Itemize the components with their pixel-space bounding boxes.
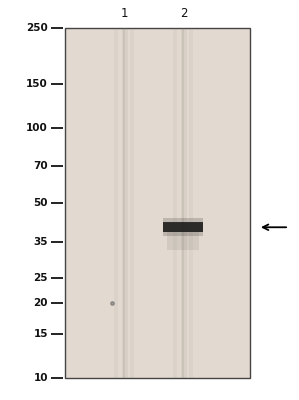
Bar [114, 28, 118, 378]
Bar [163, 218, 203, 222]
Bar [189, 28, 193, 378]
Bar [130, 28, 134, 378]
Bar [173, 28, 177, 378]
Text: 250: 250 [26, 23, 48, 33]
Text: 70: 70 [33, 162, 48, 172]
Bar [167, 232, 199, 250]
Text: 1: 1 [120, 7, 128, 20]
Text: 2: 2 [180, 7, 187, 20]
Text: 25: 25 [33, 273, 48, 283]
Bar [65, 28, 250, 378]
Text: 150: 150 [26, 78, 48, 88]
Text: 50: 50 [33, 198, 48, 208]
Text: 35: 35 [33, 237, 48, 247]
Bar [181, 28, 187, 378]
Text: 20: 20 [33, 298, 48, 308]
Bar [122, 28, 128, 378]
Bar [182, 28, 184, 378]
Bar [123, 28, 125, 378]
Bar [163, 232, 203, 236]
Bar [163, 223, 203, 232]
Text: 10: 10 [33, 373, 48, 383]
Bar [163, 222, 203, 232]
Text: 15: 15 [33, 329, 48, 339]
Text: 100: 100 [26, 123, 48, 133]
